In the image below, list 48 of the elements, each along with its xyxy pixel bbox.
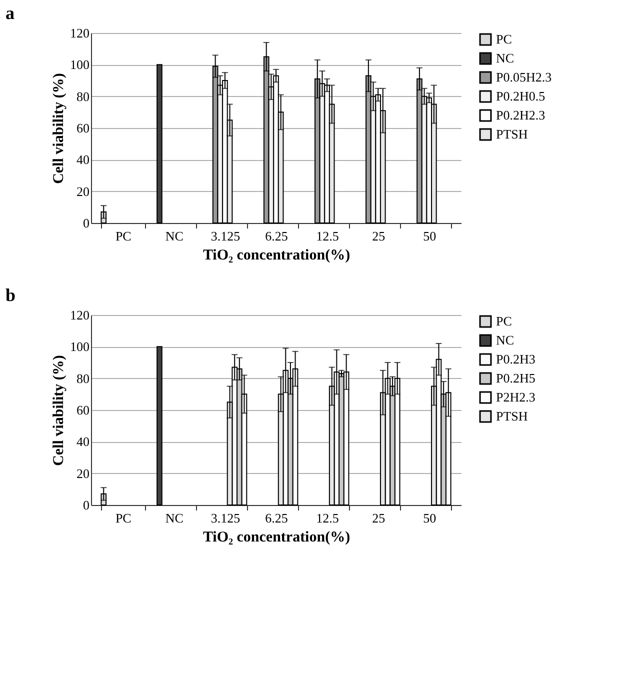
x-axis-title: TiO₂ concentration(%) xyxy=(202,248,350,264)
legend-label: P0.2H5 xyxy=(496,370,536,386)
y-tick-label: 20 xyxy=(76,466,90,481)
x-tick-label: 50 xyxy=(423,228,436,244)
x-tick-label: 6.25 xyxy=(265,228,288,244)
x-tick-label: 3.125 xyxy=(210,510,240,526)
x-tick-label: 25 xyxy=(372,228,386,244)
y-tick-label: 120 xyxy=(70,26,90,40)
y-tick-label: 60 xyxy=(76,120,90,136)
y-tick-label: 0 xyxy=(83,498,90,512)
y-tick-label: 100 xyxy=(70,339,90,354)
legend-label: NC xyxy=(496,332,514,348)
x-tick-label: 6.25 xyxy=(265,510,288,526)
y-tick-label: 80 xyxy=(76,88,90,104)
x-tick-label: NC xyxy=(165,510,184,526)
y-tick-label: 60 xyxy=(76,402,90,418)
legend-label: P0.2H2.3 xyxy=(496,108,546,122)
y-tick-label: 120 xyxy=(70,308,90,322)
chart-title: a xyxy=(6,3,14,23)
y-tick-label: 80 xyxy=(76,370,90,386)
x-tick-label: PC xyxy=(115,228,132,244)
legend-label: PTSH xyxy=(496,126,528,142)
chart-title: b xyxy=(6,285,16,305)
legend-label: NC xyxy=(496,50,514,66)
bar xyxy=(156,346,162,506)
x-tick-label: PC xyxy=(115,510,132,526)
x-tick-label: 12.5 xyxy=(316,510,339,526)
legend-label: PC xyxy=(496,32,512,46)
x-tick-label: NC xyxy=(165,228,184,244)
legend-label: P0.05H2.3 xyxy=(496,70,552,84)
y-tick-label: 40 xyxy=(76,152,90,168)
x-tick-label: 50 xyxy=(423,510,436,526)
legend-label: PC xyxy=(496,314,512,328)
x-tick-label: 25 xyxy=(372,510,386,526)
legend-label: PTSH xyxy=(496,408,528,424)
legend-label: P0.2H0.5 xyxy=(496,88,546,104)
legend-label: P2H2.3 xyxy=(496,390,536,404)
y-tick-label: 100 xyxy=(70,57,90,72)
x-axis-title: TiO₂ concentration(%) xyxy=(202,530,350,546)
legend-label: P0.2H3 xyxy=(496,352,536,366)
x-tick-label: 12.5 xyxy=(316,228,339,244)
bar xyxy=(156,64,162,224)
y-tick-label: 40 xyxy=(76,434,90,450)
y-tick-label: 20 xyxy=(76,184,90,199)
y-axis-title: Cell viability (%) xyxy=(51,73,67,184)
x-tick-label: 3.125 xyxy=(210,228,240,244)
y-tick-label: 0 xyxy=(83,216,90,230)
y-axis-title: Cell viability (%) xyxy=(51,355,67,466)
